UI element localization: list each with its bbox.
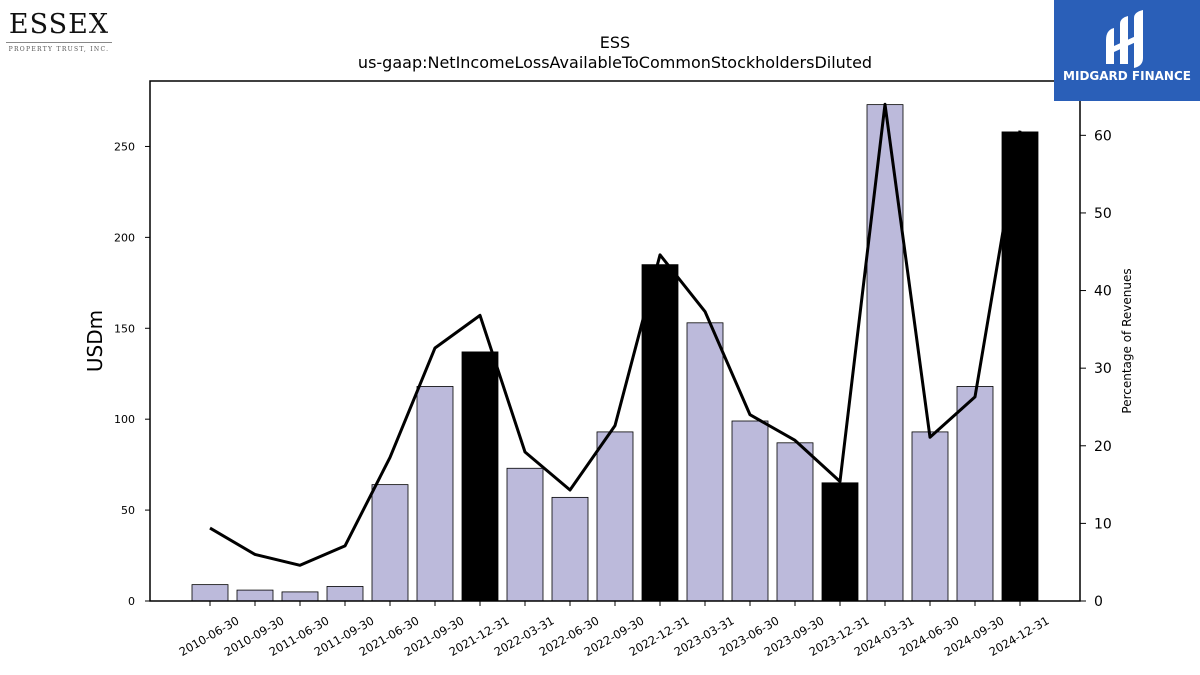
essex-logo-tagline: PROPERTY TRUST, INC. xyxy=(8,46,110,53)
x-axis: 2010-06-302010-09-302011-06-302011-09-30… xyxy=(177,601,1052,659)
y2-axis-label: Percentage of Revenues xyxy=(1120,268,1134,413)
chart-title: ESS xyxy=(600,33,630,52)
bar xyxy=(191,584,229,602)
chart-subtitle: us-gaap:NetIncomeLossAvailableToCommonSt… xyxy=(358,53,872,72)
essex-logo-name: ESSEX xyxy=(8,9,110,40)
bar xyxy=(641,264,679,602)
bar xyxy=(821,482,859,602)
y2-tick-label: 40 xyxy=(1094,284,1112,300)
essex-logo: ESSEX PROPERTY TRUST, INC. xyxy=(6,10,112,53)
y-axis-right: 0 10 20 30 40 50 60 xyxy=(1080,128,1112,610)
essex-logo-rule xyxy=(6,42,112,43)
bar xyxy=(956,386,994,602)
bar xyxy=(911,431,949,602)
bar xyxy=(371,484,409,602)
midgard-mark-icon xyxy=(1106,10,1143,68)
bar xyxy=(416,386,454,602)
y-axis-left: 0 50 100 150 200 250 xyxy=(114,140,150,608)
y-tick-label: 0 xyxy=(128,595,135,608)
percentage-line xyxy=(209,102,1022,567)
bar xyxy=(596,431,634,602)
bar xyxy=(551,496,589,602)
bar xyxy=(731,420,769,602)
y2-tick-label: 50 xyxy=(1094,206,1112,222)
y2-tick-label: 0 xyxy=(1094,594,1103,610)
y2-tick-label: 30 xyxy=(1094,361,1112,377)
bar xyxy=(236,589,274,602)
y-tick-label: 100 xyxy=(114,413,135,426)
y-tick-label: 250 xyxy=(114,140,135,153)
y2-tick-label: 10 xyxy=(1094,516,1112,532)
y-tick-label: 150 xyxy=(114,322,135,335)
y-axis-label: USDm xyxy=(83,310,107,372)
bar xyxy=(326,586,364,602)
line-series xyxy=(209,102,1022,567)
y-tick-label: 200 xyxy=(114,231,135,244)
midgard-logo-text: MIDGARD FINANCE xyxy=(1063,69,1191,83)
bar-series xyxy=(191,104,1039,602)
bar xyxy=(776,442,814,602)
bar xyxy=(281,591,319,602)
y2-tick-label: 60 xyxy=(1094,128,1112,144)
y2-tick-label: 20 xyxy=(1094,439,1112,455)
y-tick-label: 50 xyxy=(121,504,135,517)
bar xyxy=(461,351,499,602)
midgard-finance-logo: MIDGARD FINANCE xyxy=(1054,0,1200,101)
bar xyxy=(866,104,904,602)
bar xyxy=(686,322,724,602)
bar xyxy=(506,467,544,602)
